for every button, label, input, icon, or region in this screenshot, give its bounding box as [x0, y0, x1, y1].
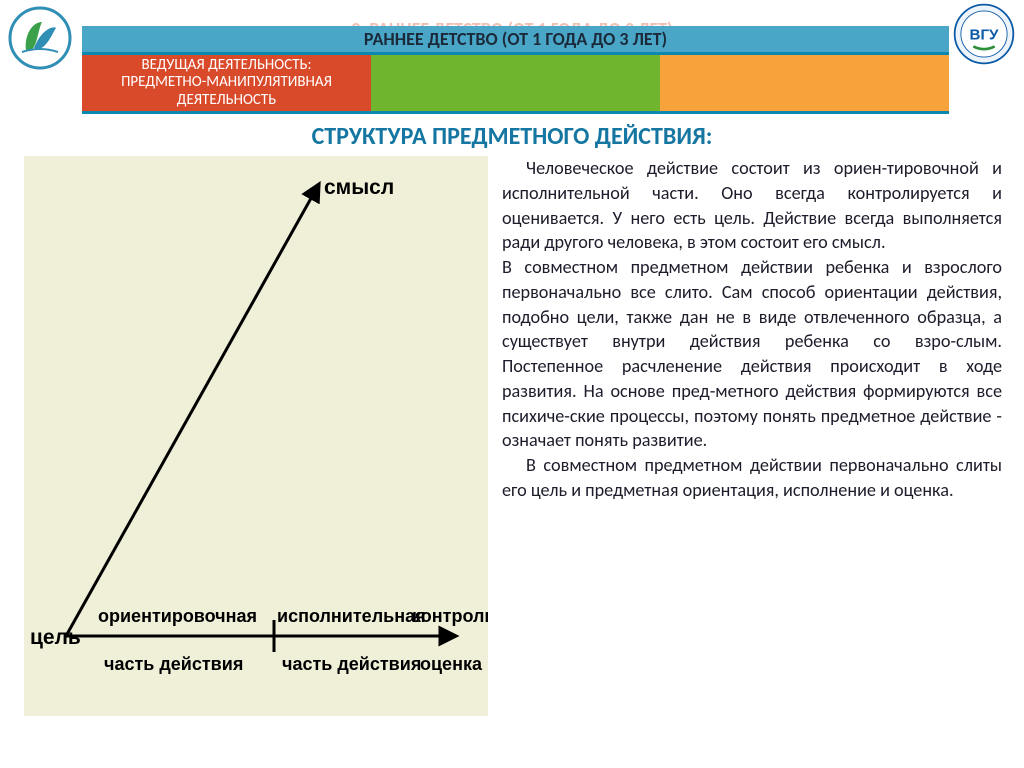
- svg-text:оценка: оценка: [420, 654, 483, 674]
- paragraph: Человеческое действие состоит из ориен-т…: [502, 156, 1002, 255]
- logo-left: [8, 6, 72, 70]
- cell-line: ВЕДУЩАЯ ДЕЯТЕЛЬНОСТЬ:: [142, 57, 312, 74]
- svg-text:часть действия: часть действия: [104, 654, 243, 674]
- paragraph: В совместном предметном действии ребенка…: [502, 255, 1002, 453]
- accent-line-bottom: [82, 111, 949, 114]
- cell-orange: [660, 55, 949, 111]
- structure-diagram: смысл цель ориентировочная исполнительнаяко…: [24, 156, 488, 716]
- cell-line: ДЕЯТЕЛЬНОСТЬ: [177, 92, 276, 109]
- svg-text:исполнительная: исполнительная: [277, 606, 426, 626]
- svg-text:смысл: смысл: [324, 176, 394, 199]
- cell-line: ПРЕДМЕТНО-МАНИПУЛЯТИВНАЯ: [121, 74, 332, 91]
- cell-green: [371, 55, 660, 111]
- cell-leading-activity: ВЕДУЩАЯ ДЕЯТЕЛЬНОСТЬ: ПРЕДМЕТНО-МАНИПУЛЯ…: [82, 55, 371, 111]
- svg-text:ВГУ: ВГУ: [970, 26, 999, 43]
- text-column: Человеческое действие состоит из ориен-т…: [502, 156, 1002, 760]
- svg-text:часть действия: часть действия: [282, 654, 421, 674]
- section-title: СТРУКТУРА ПРЕДМЕТНОГО ДЕЙСТВИЯ:: [0, 122, 1024, 151]
- header-bar: РАННЕЕ ДЕТСТВО (ОТ 1 ГОДА ДО 3 ЛЕТ): [82, 26, 949, 52]
- svg-text:цель: цель: [30, 626, 81, 649]
- logo-right: ВГУ: [952, 2, 1016, 66]
- activity-row: ВЕДУЩАЯ ДЕЯТЕЛЬНОСТЬ: ПРЕДМЕТНО-МАНИПУЛЯ…: [82, 55, 949, 111]
- content-area: смысл цель ориентировочная исполнительнаяко…: [24, 156, 1002, 760]
- paragraph: В совместном предметном действии первона…: [502, 453, 1002, 503]
- svg-text:ориентировочная: ориентировочная: [98, 606, 257, 626]
- svg-text:контроль,: контроль,: [412, 606, 488, 626]
